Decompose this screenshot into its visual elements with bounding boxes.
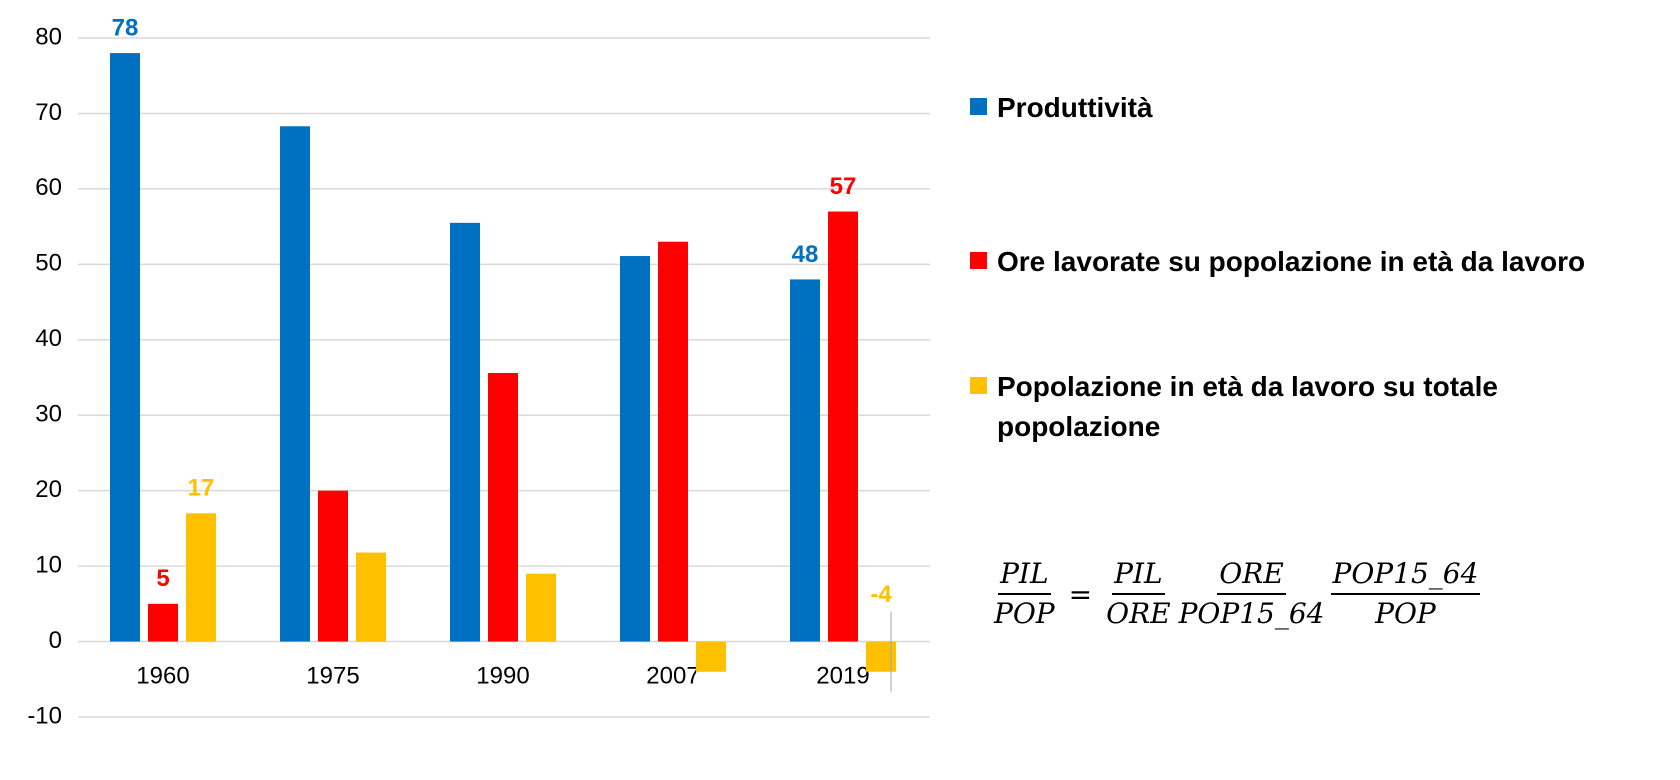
numerator: PIL — [1112, 555, 1165, 595]
legend-item: Produttività — [970, 88, 1667, 128]
bar — [110, 53, 140, 642]
y-tick-label: 40 — [35, 325, 62, 352]
equals-sign: = — [1068, 577, 1093, 611]
denominator: POP — [994, 597, 1055, 630]
x-tick-label: 1960 — [136, 662, 189, 689]
y-tick-label: -10 — [27, 702, 62, 729]
bar — [280, 126, 310, 642]
data-label: 57 — [830, 173, 857, 200]
denominator: ORE — [1106, 597, 1171, 630]
chart: -10 0 10 20 30 40 50 60 70 80 1960 1975 1990 2007 2019… — [27, 14, 930, 729]
numerator: PIL — [998, 555, 1051, 595]
numerator: ORE — [1217, 555, 1286, 595]
bar — [620, 256, 650, 642]
x-tick-label: 2019 — [816, 662, 869, 689]
legend-swatch — [970, 98, 987, 115]
fraction: ORE POP15_64 — [1177, 555, 1327, 633]
fraction: PIL POP — [992, 555, 1057, 633]
y-tick-label: 0 — [49, 627, 62, 654]
data-label: 48 — [792, 241, 819, 268]
bar — [186, 513, 216, 642]
fraction: PIL ORE — [1104, 555, 1172, 633]
bar — [790, 279, 820, 642]
y-tick-label: 70 — [35, 99, 62, 126]
y-tick-label: 80 — [35, 23, 62, 50]
y-tick-label: 10 — [35, 551, 62, 578]
legend-item: Ore lavorate su popolazione in età da la… — [970, 242, 1667, 282]
denominator: POP15_64 — [1178, 597, 1325, 630]
data-label: 5 — [156, 565, 169, 592]
bar — [828, 211, 858, 642]
bar — [450, 222, 480, 642]
data-label: 78 — [112, 14, 139, 41]
numerator: POP15_64 — [1330, 555, 1481, 595]
data-label: -4 — [870, 581, 892, 608]
x-tick-label: 1975 — [306, 662, 359, 689]
y-tick-label: 60 — [35, 174, 62, 201]
bar — [356, 552, 386, 642]
bar — [318, 490, 348, 642]
fraction: POP15_64 POP — [1330, 555, 1481, 633]
data-label: 17 — [188, 475, 215, 502]
bar — [148, 603, 178, 642]
formula: PIL POP = PIL ORE ORE POP15_64 POP15_64 POP — [990, 555, 1482, 633]
bar — [526, 573, 556, 642]
legend-swatch — [970, 252, 987, 269]
legend-label: Produttività — [997, 92, 1153, 123]
bar — [488, 372, 518, 642]
bar — [696, 641, 726, 672]
x-tick-label: 2007 — [646, 662, 699, 689]
y-tick-label: 20 — [35, 476, 62, 503]
denominator: POP — [1375, 597, 1436, 630]
legend-label: Ore lavorate su popolazione in età da la… — [997, 246, 1586, 277]
legend-label: Popolazione in età da lavoro su totale p… — [997, 371, 1498, 442]
legend-swatch — [970, 377, 987, 394]
x-tick-label: 1990 — [476, 662, 529, 689]
legend-item: Popolazione in età da lavoro su totale p… — [970, 367, 1667, 447]
bar — [658, 241, 688, 642]
y-tick-label: 30 — [35, 401, 62, 428]
y-tick-label: 50 — [35, 250, 62, 277]
